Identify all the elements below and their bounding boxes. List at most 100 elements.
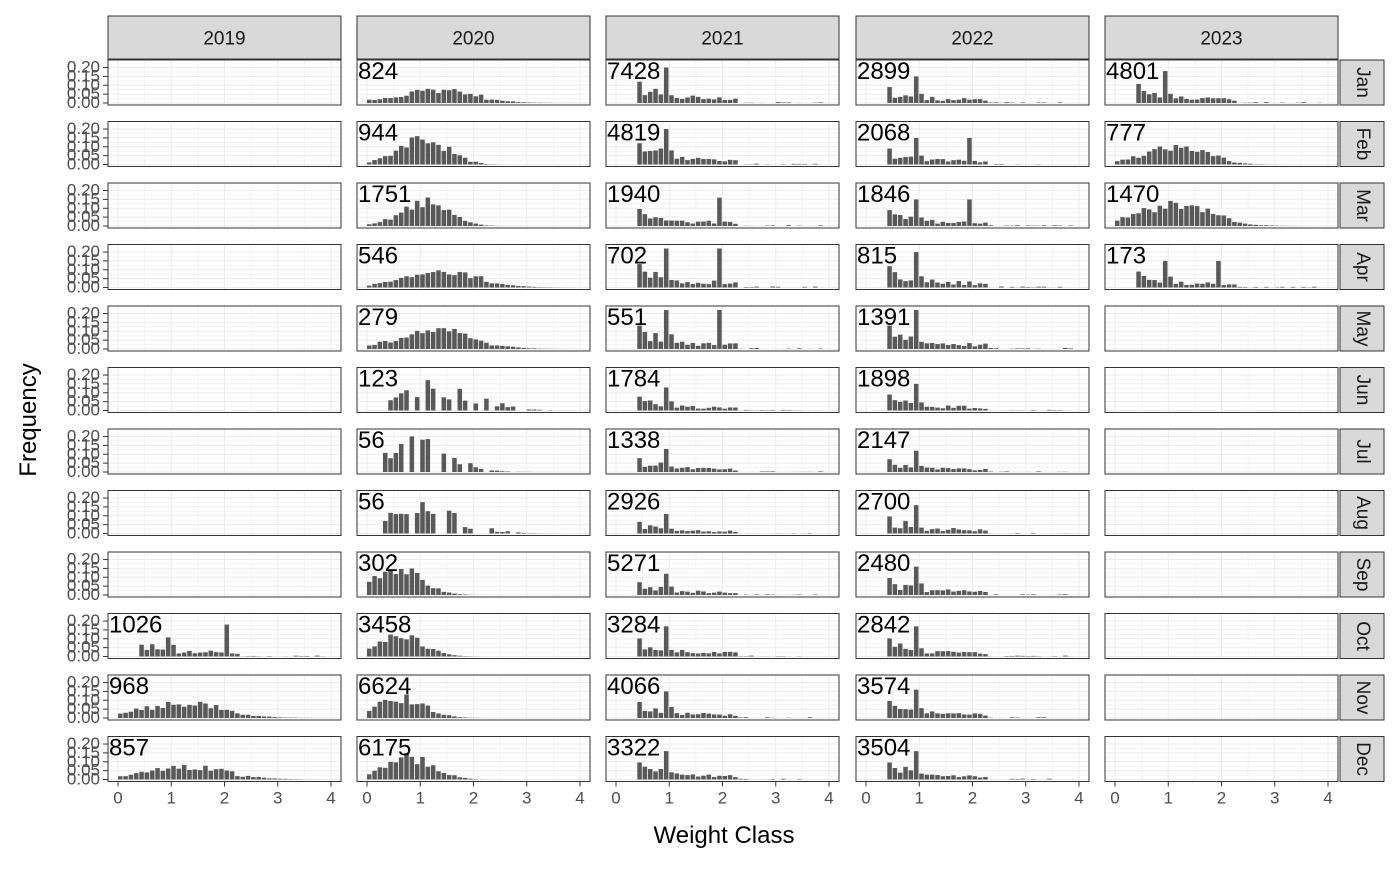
x-tick-label: 4 bbox=[824, 789, 833, 808]
histogram-bar bbox=[903, 585, 908, 595]
histogram-bar bbox=[1280, 287, 1285, 288]
histogram-bar bbox=[1237, 223, 1242, 226]
histogram-bar bbox=[648, 400, 653, 410]
histogram-bar bbox=[383, 98, 388, 103]
histogram-bar bbox=[394, 762, 399, 779]
histogram-bar bbox=[781, 779, 786, 780]
histogram-bar bbox=[410, 569, 415, 595]
histogram-bar bbox=[505, 101, 510, 103]
histogram-bar bbox=[967, 591, 972, 595]
histogram-bar bbox=[1168, 94, 1173, 103]
histogram-bar bbox=[532, 287, 537, 288]
histogram-bar bbox=[930, 343, 935, 349]
histogram-bar bbox=[1152, 149, 1157, 164]
x-tick-label: 4 bbox=[326, 789, 335, 808]
histogram-bar bbox=[723, 222, 728, 226]
histogram-bar bbox=[675, 280, 680, 287]
histogram-bar bbox=[1042, 717, 1047, 718]
histogram-bar bbox=[914, 567, 919, 595]
histogram-bar bbox=[951, 160, 956, 164]
histogram-bar bbox=[1264, 225, 1269, 226]
histogram-bar bbox=[797, 348, 802, 349]
histogram-bar bbox=[999, 286, 1004, 287]
histogram-bar bbox=[898, 528, 903, 533]
x-tick-label: 2 bbox=[220, 789, 229, 808]
histogram-bar bbox=[733, 99, 738, 103]
histogram-bar bbox=[643, 711, 648, 718]
histogram-bar bbox=[225, 771, 230, 780]
x-tick-label: 2 bbox=[968, 789, 977, 808]
histogram-bar bbox=[1042, 225, 1047, 226]
histogram-bar bbox=[500, 346, 505, 349]
histogram-bar bbox=[717, 97, 722, 103]
panel-count-label: 815 bbox=[857, 243, 897, 270]
histogram-bar bbox=[1264, 102, 1269, 103]
histogram-bar bbox=[733, 593, 738, 595]
histogram-bar bbox=[653, 150, 658, 164]
histogram-bar bbox=[776, 287, 781, 288]
histogram-bar bbox=[659, 650, 664, 656]
histogram-bar bbox=[1211, 284, 1216, 288]
histogram-bar bbox=[145, 706, 150, 718]
histogram-bar bbox=[1047, 779, 1052, 780]
histogram-bar bbox=[1026, 348, 1031, 349]
histogram-bar bbox=[495, 471, 500, 472]
histogram-bar bbox=[637, 762, 642, 779]
histogram-bar bbox=[723, 593, 728, 595]
histogram-bar bbox=[442, 210, 447, 226]
histogram-bar bbox=[903, 649, 908, 657]
histogram-bar bbox=[723, 652, 728, 657]
histogram-bar bbox=[1222, 215, 1227, 226]
histogram-bar bbox=[712, 532, 717, 533]
histogram-bar bbox=[909, 585, 914, 595]
histogram-bar bbox=[463, 158, 468, 165]
histogram-bar bbox=[372, 576, 377, 595]
histogram-bar bbox=[426, 649, 431, 657]
histogram-bar bbox=[707, 531, 712, 533]
histogram-bar bbox=[383, 156, 388, 164]
histogram-bar bbox=[728, 343, 733, 349]
histogram-bar bbox=[962, 776, 967, 779]
histogram-bar bbox=[420, 440, 425, 472]
histogram-bar bbox=[410, 210, 415, 226]
histogram-bar bbox=[1227, 218, 1232, 226]
histogram-bar bbox=[898, 279, 903, 287]
histogram-bar bbox=[935, 713, 940, 718]
histogram-bar bbox=[717, 161, 722, 165]
histogram-bar bbox=[474, 224, 479, 226]
histogram-bar bbox=[653, 272, 658, 288]
histogram-bar bbox=[1206, 152, 1211, 164]
histogram-bar bbox=[1237, 287, 1242, 288]
y-tick-label: 0.20 bbox=[67, 58, 100, 77]
panel-count-label: 2147 bbox=[857, 427, 910, 454]
histogram-bar bbox=[463, 717, 468, 718]
histogram-bar bbox=[452, 594, 457, 595]
histogram-bar bbox=[978, 224, 983, 226]
histogram-bar bbox=[436, 651, 441, 657]
histogram-bar bbox=[1232, 222, 1237, 226]
histogram-bar bbox=[1031, 594, 1036, 595]
histogram-bar bbox=[431, 588, 436, 595]
histogram-bar bbox=[161, 708, 166, 718]
histogram-bar bbox=[235, 654, 240, 657]
histogram-bar bbox=[903, 521, 908, 534]
histogram-bar bbox=[256, 777, 261, 779]
histogram-bar bbox=[770, 471, 775, 472]
histogram-bar bbox=[903, 157, 908, 164]
histogram-bar bbox=[903, 281, 908, 287]
histogram-bar bbox=[479, 469, 484, 472]
histogram-bar bbox=[404, 514, 409, 533]
histogram-bar bbox=[669, 95, 674, 103]
histogram-bar bbox=[209, 651, 214, 657]
histogram-bar bbox=[967, 715, 972, 718]
histogram-bar bbox=[1179, 209, 1184, 226]
histogram-bar bbox=[399, 146, 404, 165]
histogram-bar bbox=[1174, 145, 1179, 164]
histogram-bar bbox=[685, 222, 690, 226]
histogram-bar bbox=[1269, 225, 1274, 226]
histogram-bar bbox=[161, 771, 166, 780]
panel-count-label: 824 bbox=[358, 58, 398, 85]
histogram-bar bbox=[680, 157, 685, 165]
histogram-bar bbox=[653, 590, 658, 595]
histogram-bar bbox=[887, 638, 892, 656]
